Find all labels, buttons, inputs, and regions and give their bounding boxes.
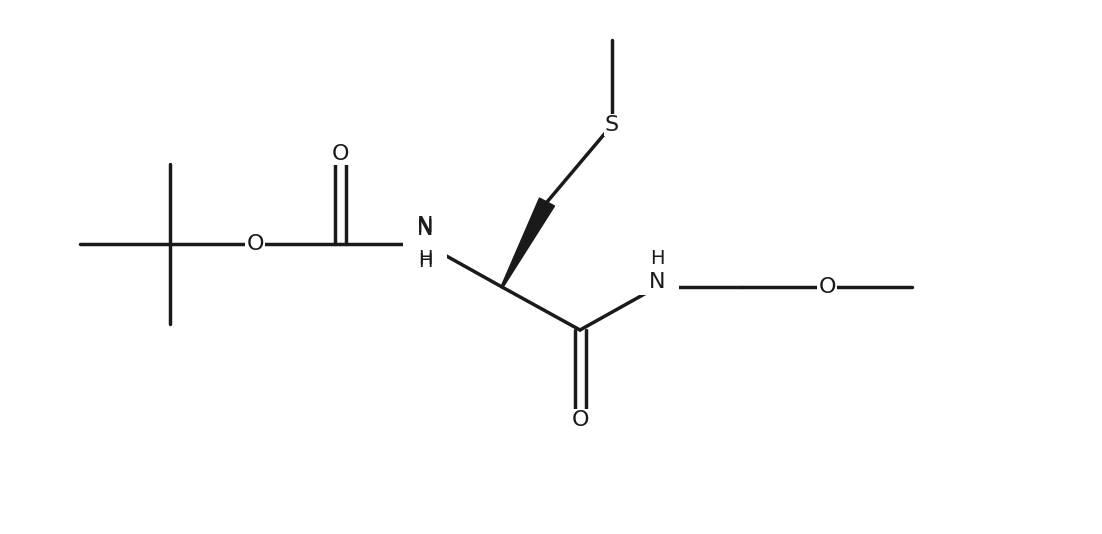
Bar <box>635 250 679 295</box>
Text: O: O <box>332 144 348 164</box>
Text: H: H <box>418 252 432 271</box>
Text: S: S <box>605 115 619 135</box>
Polygon shape <box>501 198 554 287</box>
Text: N: N <box>649 272 666 292</box>
Text: H: H <box>650 249 665 269</box>
Text: N: N <box>417 219 433 239</box>
Text: H: H <box>418 249 432 268</box>
Text: O: O <box>246 234 263 254</box>
Text: O: O <box>571 410 588 430</box>
Text: N: N <box>417 216 433 236</box>
Bar <box>403 219 447 269</box>
Text: O: O <box>819 277 835 297</box>
